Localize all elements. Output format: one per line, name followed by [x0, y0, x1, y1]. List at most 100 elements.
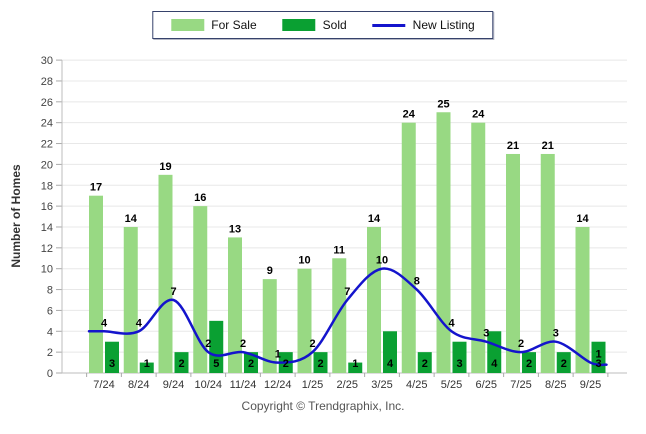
y-tick-label: 0 [47, 368, 53, 380]
sold-bar [487, 331, 502, 373]
for-sale-bar [540, 153, 555, 373]
for-sale-bar [297, 268, 312, 373]
for-sale-value-label: 14 [125, 213, 138, 225]
legend-item-for-sale[interactable]: For Sale [171, 18, 257, 32]
y-tick-label: 24 [41, 118, 53, 130]
legend-item-new-listing[interactable]: New Listing [372, 18, 475, 32]
for-sale-bar [436, 112, 451, 373]
for-sale-swatch [171, 19, 205, 31]
copyright-text: Copyright © Trendgraphix, Inc. [241, 399, 405, 413]
sold-bar [556, 352, 571, 373]
y-tick-label: 18 [41, 180, 53, 192]
y-tick-label: 20 [41, 159, 53, 171]
new-listing-value-label: 2 [240, 338, 246, 350]
for-sale-value-label: 13 [229, 223, 241, 235]
new-listing-value-label: 2 [309, 338, 315, 350]
sold-value-label: 1 [144, 358, 150, 370]
for-sale-value-label: 24 [472, 109, 485, 121]
x-tick-label: 4/25 [406, 379, 427, 391]
legend-label-sold: Sold [322, 18, 347, 32]
for-sale-bar [367, 226, 381, 373]
sold-bar [209, 320, 224, 373]
x-tick-label: 1/25 [302, 379, 323, 391]
sold-bar [174, 352, 189, 373]
x-tick-label: 11/24 [230, 379, 257, 391]
for-sale-value-label: 24 [403, 109, 416, 121]
y-tick-label: 26 [41, 97, 53, 109]
new-listing-line [87, 267, 608, 367]
for-sale-bar [89, 195, 103, 373]
sold-value-label: 3 [595, 358, 601, 370]
x-tick-label: 9/24 [163, 379, 184, 391]
for-sale-value-label: 9 [267, 265, 273, 277]
x-tick-label: 7/25 [510, 379, 531, 391]
sold-value-label: 3 [456, 358, 462, 370]
for-sale-value-label: 10 [298, 255, 310, 267]
sold-value-label: 2 [178, 358, 184, 370]
for-sale-value-label: 14 [368, 213, 381, 225]
for-sale-value-label: 16 [194, 192, 206, 204]
new-listing-value-label: 3 [553, 328, 559, 340]
for-sale-value-label: 21 [507, 140, 519, 152]
for-sale-bar [262, 279, 277, 373]
for-sale-bar [228, 237, 242, 373]
new-listing-value-label: 4 [101, 317, 108, 329]
new-listing-value-label: 2 [205, 338, 211, 350]
new-listing-value-label: 1 [595, 349, 601, 361]
sold-value-label: 2 [422, 358, 428, 370]
y-tick-label: 10 [41, 264, 53, 276]
for-sale-bar [471, 122, 486, 374]
sold-value-label: 4 [387, 358, 394, 370]
for-sale-value-label: 17 [90, 182, 102, 194]
x-tick-label: 7/24 [93, 379, 114, 391]
sold-value-label: 2 [283, 358, 289, 370]
x-tick-label: 8/24 [128, 379, 149, 391]
new-listing-value-label: 10 [376, 255, 388, 267]
x-tick-label: 3/25 [371, 379, 392, 391]
x-tick-label: 12/24 [264, 379, 292, 391]
x-tick-label: 9/25 [580, 379, 601, 391]
new-listing-value-label: 1 [275, 349, 281, 361]
x-tick-label: 5/25 [441, 379, 462, 391]
x-tick-label: 8/25 [545, 379, 566, 391]
for-sale-value-label: 21 [542, 140, 554, 152]
for-sale-bar [506, 153, 520, 373]
y-tick-label: 6 [47, 305, 53, 317]
for-sale-value-label: 25 [437, 98, 449, 110]
y-tick-label: 28 [41, 76, 53, 88]
sold-bar [313, 352, 328, 373]
legend-item-sold[interactable]: Sold [282, 18, 347, 32]
sold-value-label: 2 [526, 358, 532, 370]
sold-bar [417, 352, 432, 373]
sold-bar [105, 341, 119, 373]
y-axis-title: Number of Homes [9, 164, 23, 268]
sold-value-label: 1 [352, 358, 358, 370]
line-group [87, 267, 608, 367]
new-listing-value-label: 4 [136, 317, 143, 329]
y-tick-label: 12 [41, 243, 53, 255]
for-sale-value-label: 14 [576, 213, 589, 225]
legend: For Sale Sold New Listing [152, 11, 494, 39]
legend-label-new-listing: New Listing [412, 18, 475, 32]
for-sale-value-label: 19 [159, 161, 171, 173]
y-tick-label: 16 [41, 201, 53, 213]
sold-bar [383, 331, 397, 373]
sold-bar [522, 352, 536, 373]
sold-bar [244, 352, 258, 373]
sold-value-label: 2 [561, 358, 567, 370]
y-tick-label: 14 [41, 222, 53, 234]
for-sale-bar [123, 226, 138, 373]
x-tick-label: 10/24 [194, 379, 222, 391]
for-sale-value-label: 11 [333, 244, 345, 256]
sold-bar [452, 341, 467, 373]
sold-value-label: 4 [491, 358, 498, 370]
new-listing-value-label: 2 [518, 338, 524, 350]
y-tick-label: 4 [47, 326, 53, 338]
sold-swatch [282, 19, 316, 31]
sold-value-label: 5 [213, 358, 219, 370]
for-sale-bar [158, 174, 173, 373]
sold-value-label: 2 [248, 358, 254, 370]
